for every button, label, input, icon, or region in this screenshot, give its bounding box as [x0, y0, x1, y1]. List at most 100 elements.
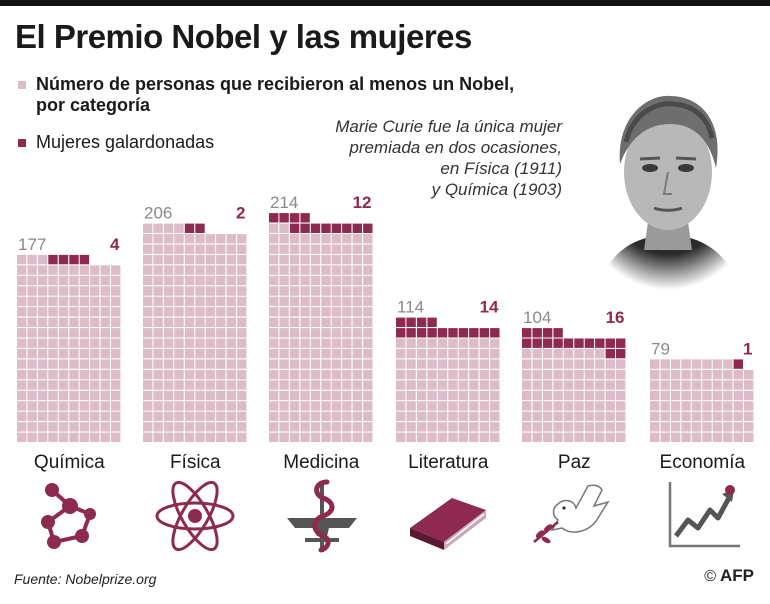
- total-block: [69, 380, 79, 390]
- total-block: [153, 275, 163, 286]
- total-block: [184, 286, 195, 296]
- total-block: [300, 275, 310, 286]
- total-block: [100, 359, 110, 369]
- total-block: [237, 348, 247, 359]
- total-block: [331, 317, 342, 327]
- total-block: [605, 411, 615, 421]
- legend-swatch-women: [18, 139, 26, 147]
- total-block: [184, 275, 195, 286]
- total-block: [352, 307, 362, 317]
- total-block: [237, 432, 247, 442]
- total-block: [174, 338, 184, 348]
- total-block: [269, 432, 279, 442]
- total-block: [574, 432, 584, 442]
- total-block: [163, 432, 174, 442]
- women-block: [458, 328, 469, 338]
- total-block: [660, 432, 670, 442]
- total-block: [310, 411, 321, 421]
- total-block: [650, 359, 660, 369]
- total-block: [522, 369, 532, 380]
- total-block: [650, 432, 660, 442]
- total-block: [605, 359, 615, 369]
- total-block: [195, 296, 205, 307]
- women-block: [522, 338, 532, 348]
- total-block: [542, 390, 553, 401]
- total-block: [542, 369, 553, 380]
- total-block: [289, 328, 300, 338]
- total-block: [331, 234, 342, 244]
- total-block: [584, 411, 595, 421]
- total-block: [269, 338, 279, 348]
- total-block: [205, 328, 216, 338]
- total-block: [100, 369, 110, 380]
- total-block: [216, 275, 226, 286]
- total-block: [17, 338, 27, 348]
- total-block: [184, 254, 195, 265]
- total-block: [289, 401, 300, 411]
- legend-swatch-total: [18, 81, 26, 89]
- total-block: [37, 390, 48, 401]
- total-block: [111, 369, 121, 380]
- total-block: [48, 369, 58, 380]
- women-block: [406, 317, 416, 327]
- total-block: [427, 369, 437, 380]
- women-block: [58, 254, 69, 265]
- total-block: [553, 359, 563, 369]
- total-block: [289, 359, 300, 369]
- total-block: [479, 411, 489, 421]
- total-block: [744, 390, 754, 401]
- total-block: [660, 411, 670, 421]
- total-block: [205, 401, 216, 411]
- total-block: [681, 432, 691, 442]
- total-block: [205, 317, 216, 327]
- total-block: [691, 359, 702, 369]
- total-block: [352, 390, 362, 401]
- total-block: [195, 234, 205, 244]
- total-block: [342, 359, 352, 369]
- total-block: [37, 296, 48, 307]
- total-block: [269, 307, 279, 317]
- total-block: [396, 380, 406, 390]
- total-block: [396, 338, 406, 348]
- total-block: [321, 328, 331, 338]
- total-block: [279, 422, 289, 432]
- total-block: [352, 317, 362, 327]
- total-block: [279, 359, 289, 369]
- total-block: [143, 307, 153, 317]
- total-block: [17, 380, 27, 390]
- total-block: [437, 359, 448, 369]
- total-block: [69, 275, 79, 286]
- total-block: [153, 307, 163, 317]
- total-block: [237, 369, 247, 380]
- total-block: [48, 411, 58, 421]
- total-block: [363, 328, 373, 338]
- total-block: [90, 390, 100, 401]
- note-line-2: premiada en dos ocasiones,: [349, 138, 562, 157]
- total-block: [79, 275, 90, 286]
- total-block: [90, 286, 100, 296]
- total-block: [300, 286, 310, 296]
- total-block: [205, 348, 216, 359]
- total-block: [226, 338, 236, 348]
- total-block: [532, 401, 542, 411]
- total-block: [331, 328, 342, 338]
- total-block: [37, 286, 48, 296]
- total-block: [48, 390, 58, 401]
- total-block: [174, 422, 184, 432]
- total-block: [289, 296, 300, 307]
- total-block: [279, 307, 289, 317]
- women-block: [605, 338, 615, 348]
- women-block: [616, 348, 626, 359]
- total-block: [321, 244, 331, 254]
- total-block: [90, 411, 100, 421]
- total-block: [90, 338, 100, 348]
- total-block: [111, 307, 121, 317]
- source-note: Fuente: Nobelprize.org: [14, 571, 157, 587]
- total-block: [681, 422, 691, 432]
- total-block: [90, 275, 100, 286]
- total-block: [174, 359, 184, 369]
- legend-label-women: Mujeres galardonadas: [36, 132, 215, 152]
- women-block: [574, 338, 584, 348]
- total-block: [111, 411, 121, 421]
- total-block: [469, 411, 479, 421]
